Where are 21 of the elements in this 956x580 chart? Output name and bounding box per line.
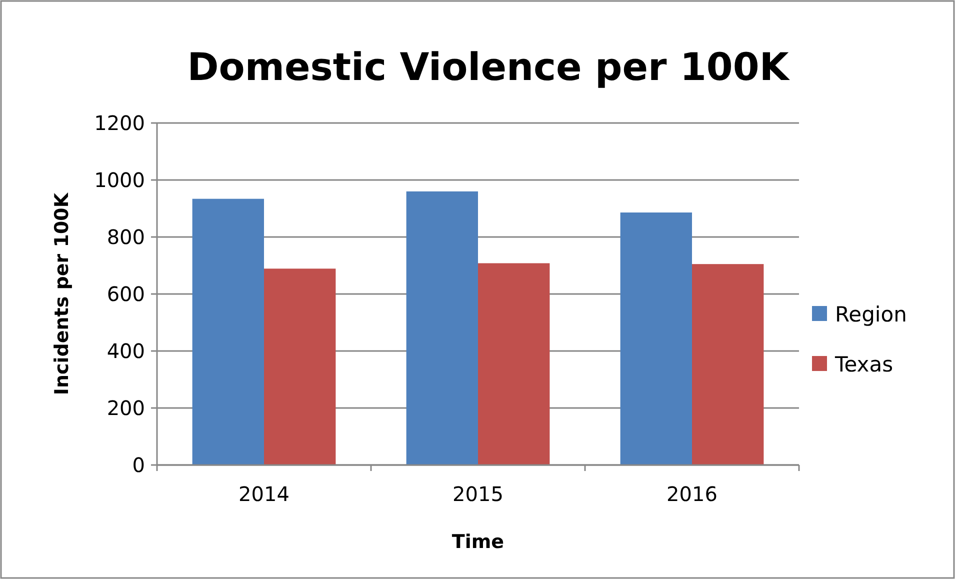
y-tick-label: 600 xyxy=(106,282,145,306)
chart-title: Domestic Violence per 100K xyxy=(187,45,790,89)
legend-label: Texas xyxy=(834,352,894,376)
y-tick-label: 1000 xyxy=(94,168,145,192)
x-tick-label: 2014 xyxy=(238,482,290,506)
y-axis-title: Incidents per 100K xyxy=(51,192,73,396)
bar xyxy=(478,263,550,465)
y-tick-label: 400 xyxy=(106,339,145,363)
x-axis-title: Time xyxy=(452,531,504,553)
y-tick-label: 1200 xyxy=(94,111,145,135)
bar xyxy=(192,198,264,465)
y-tick-label: 0 xyxy=(132,453,145,477)
bar xyxy=(406,191,478,465)
x-tick-label: 2016 xyxy=(666,482,718,506)
bar xyxy=(692,264,764,465)
legend-label: Region xyxy=(835,302,907,326)
y-tick-label: 200 xyxy=(106,396,145,420)
bar xyxy=(620,212,692,465)
y-tick-label: 800 xyxy=(106,225,145,249)
x-tick-label: 2015 xyxy=(452,482,504,506)
bar xyxy=(264,268,336,465)
